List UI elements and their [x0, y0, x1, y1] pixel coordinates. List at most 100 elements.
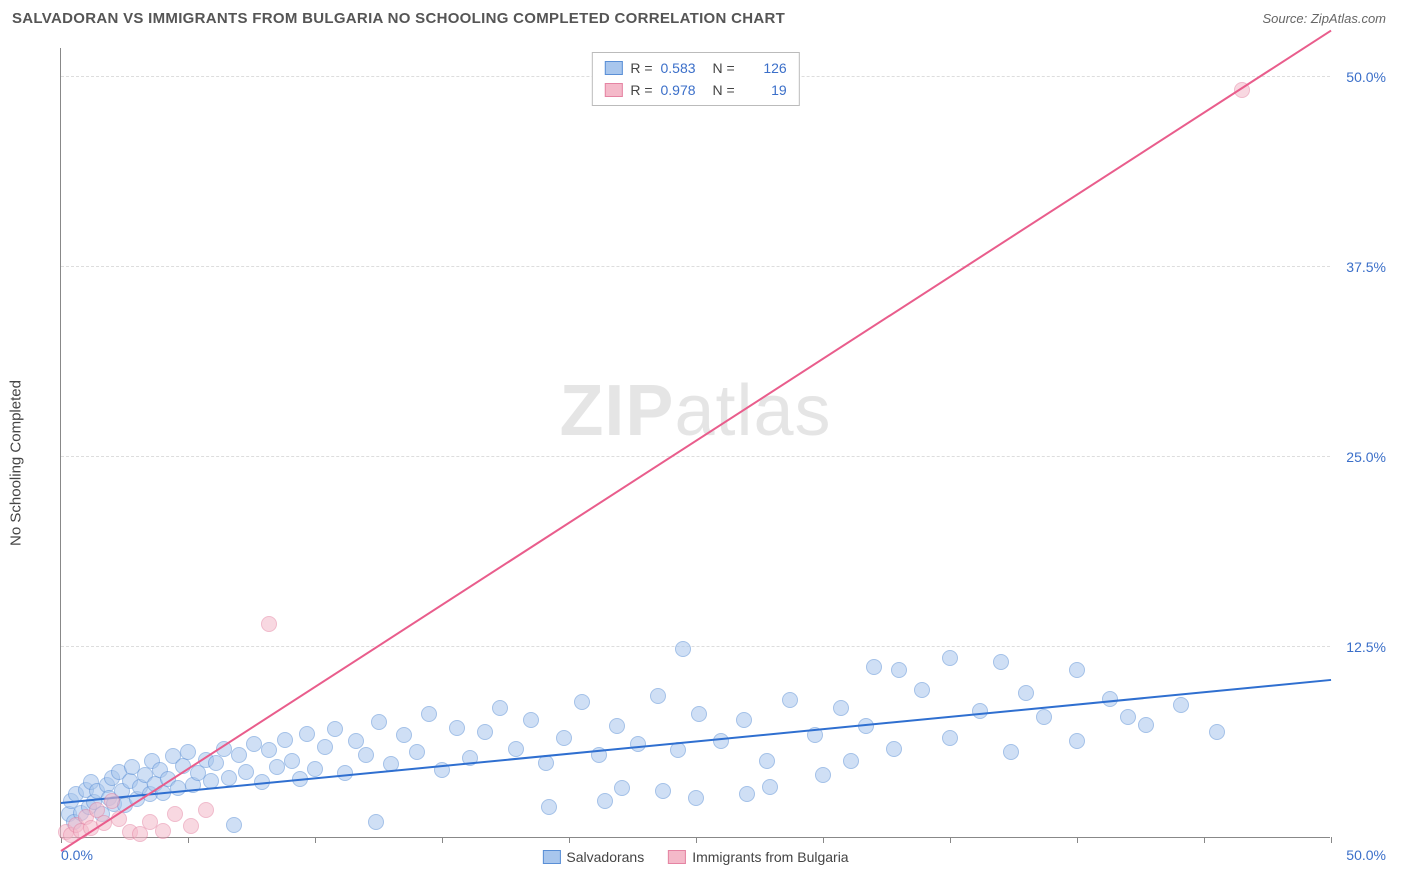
data-point — [208, 755, 224, 771]
x-tick — [1331, 837, 1332, 843]
data-point — [739, 786, 755, 802]
data-point — [759, 753, 775, 769]
data-point — [317, 739, 333, 755]
data-point — [1209, 724, 1225, 740]
data-point — [762, 779, 778, 795]
data-point — [556, 730, 572, 746]
data-point — [630, 736, 646, 752]
data-point — [231, 747, 247, 763]
data-point — [269, 759, 285, 775]
data-point — [1120, 709, 1136, 725]
data-point — [942, 730, 958, 746]
x-tick-label: 50.0% — [1346, 847, 1386, 863]
data-point — [396, 727, 412, 743]
grid-line — [61, 646, 1330, 647]
data-point — [914, 682, 930, 698]
plot-area: ZIPatlas 12.5%25.0%37.5%50.0%0.0%50.0%R … — [60, 48, 1330, 838]
y-tick-label: 37.5% — [1346, 259, 1386, 275]
x-tick — [315, 837, 316, 843]
data-point — [238, 764, 254, 780]
data-point — [371, 714, 387, 730]
data-point — [574, 694, 590, 710]
legend-swatch — [604, 83, 622, 97]
grid-line — [61, 266, 1330, 267]
legend-series-label: Immigrants from Bulgaria — [692, 849, 848, 865]
x-tick — [1204, 837, 1205, 843]
data-point — [541, 799, 557, 815]
data-point — [104, 793, 120, 809]
legend-stats-row: R =0.978N =19 — [604, 79, 786, 101]
data-point — [523, 712, 539, 728]
data-point — [1003, 744, 1019, 760]
data-point — [155, 823, 171, 839]
legend-stats: R =0.583N =126R =0.978N =19 — [591, 52, 799, 106]
x-tick — [442, 837, 443, 843]
data-point — [508, 741, 524, 757]
data-point — [1069, 662, 1085, 678]
y-tick-label: 12.5% — [1346, 639, 1386, 655]
data-point — [221, 770, 237, 786]
x-tick — [696, 837, 697, 843]
data-point — [891, 662, 907, 678]
y-axis-label: No Schooling Completed — [8, 380, 25, 546]
data-point — [299, 726, 315, 742]
data-point — [409, 744, 425, 760]
data-point — [1018, 685, 1034, 701]
data-point — [327, 721, 343, 737]
legend-series-item: Immigrants from Bulgaria — [668, 849, 848, 865]
data-point — [736, 712, 752, 728]
data-point — [655, 783, 671, 799]
data-point — [180, 744, 196, 760]
x-tick — [188, 837, 189, 843]
title-bar: SALVADORAN VS IMMIGRANTS FROM BULGARIA N… — [0, 0, 1406, 33]
grid-line — [61, 456, 1330, 457]
x-tick-label: 0.0% — [61, 847, 93, 863]
data-point — [691, 706, 707, 722]
data-point — [1138, 717, 1154, 733]
data-point — [261, 742, 277, 758]
data-point — [246, 736, 262, 752]
data-point — [277, 732, 293, 748]
data-point — [609, 718, 625, 734]
data-point — [843, 753, 859, 769]
data-point — [993, 654, 1009, 670]
data-point — [713, 733, 729, 749]
legend-series: Salvadorans Immigrants from Bulgaria — [542, 849, 848, 865]
data-point — [198, 802, 214, 818]
y-tick-label: 50.0% — [1346, 69, 1386, 85]
y-tick-label: 25.0% — [1346, 449, 1386, 465]
data-point — [492, 700, 508, 716]
legend-swatch — [542, 850, 560, 864]
data-point — [886, 741, 902, 757]
x-tick — [823, 837, 824, 843]
legend-swatch — [668, 850, 686, 864]
legend-stats-row: R =0.583N =126 — [604, 57, 786, 79]
source-label: Source: ZipAtlas.com — [1262, 11, 1386, 26]
chart-container: No Schooling Completed ZIPatlas 12.5%25.… — [60, 48, 1390, 878]
data-point — [226, 817, 242, 833]
data-point — [675, 641, 691, 657]
x-tick — [1077, 837, 1078, 843]
data-point — [477, 724, 493, 740]
data-point — [650, 688, 666, 704]
data-point — [167, 806, 183, 822]
data-point — [782, 692, 798, 708]
data-point — [670, 742, 686, 758]
data-point — [449, 720, 465, 736]
data-point — [307, 761, 323, 777]
legend-series-item: Salvadorans — [542, 849, 644, 865]
legend-series-label: Salvadorans — [566, 849, 644, 865]
data-point — [421, 706, 437, 722]
data-point — [1069, 733, 1085, 749]
chart-title: SALVADORAN VS IMMIGRANTS FROM BULGARIA N… — [12, 10, 785, 27]
data-point — [866, 659, 882, 675]
data-point — [972, 703, 988, 719]
data-point — [1173, 697, 1189, 713]
data-point — [261, 616, 277, 632]
data-point — [942, 650, 958, 666]
data-point — [614, 780, 630, 796]
data-point — [833, 700, 849, 716]
data-point — [597, 793, 613, 809]
data-point — [358, 747, 374, 763]
x-tick — [569, 837, 570, 843]
